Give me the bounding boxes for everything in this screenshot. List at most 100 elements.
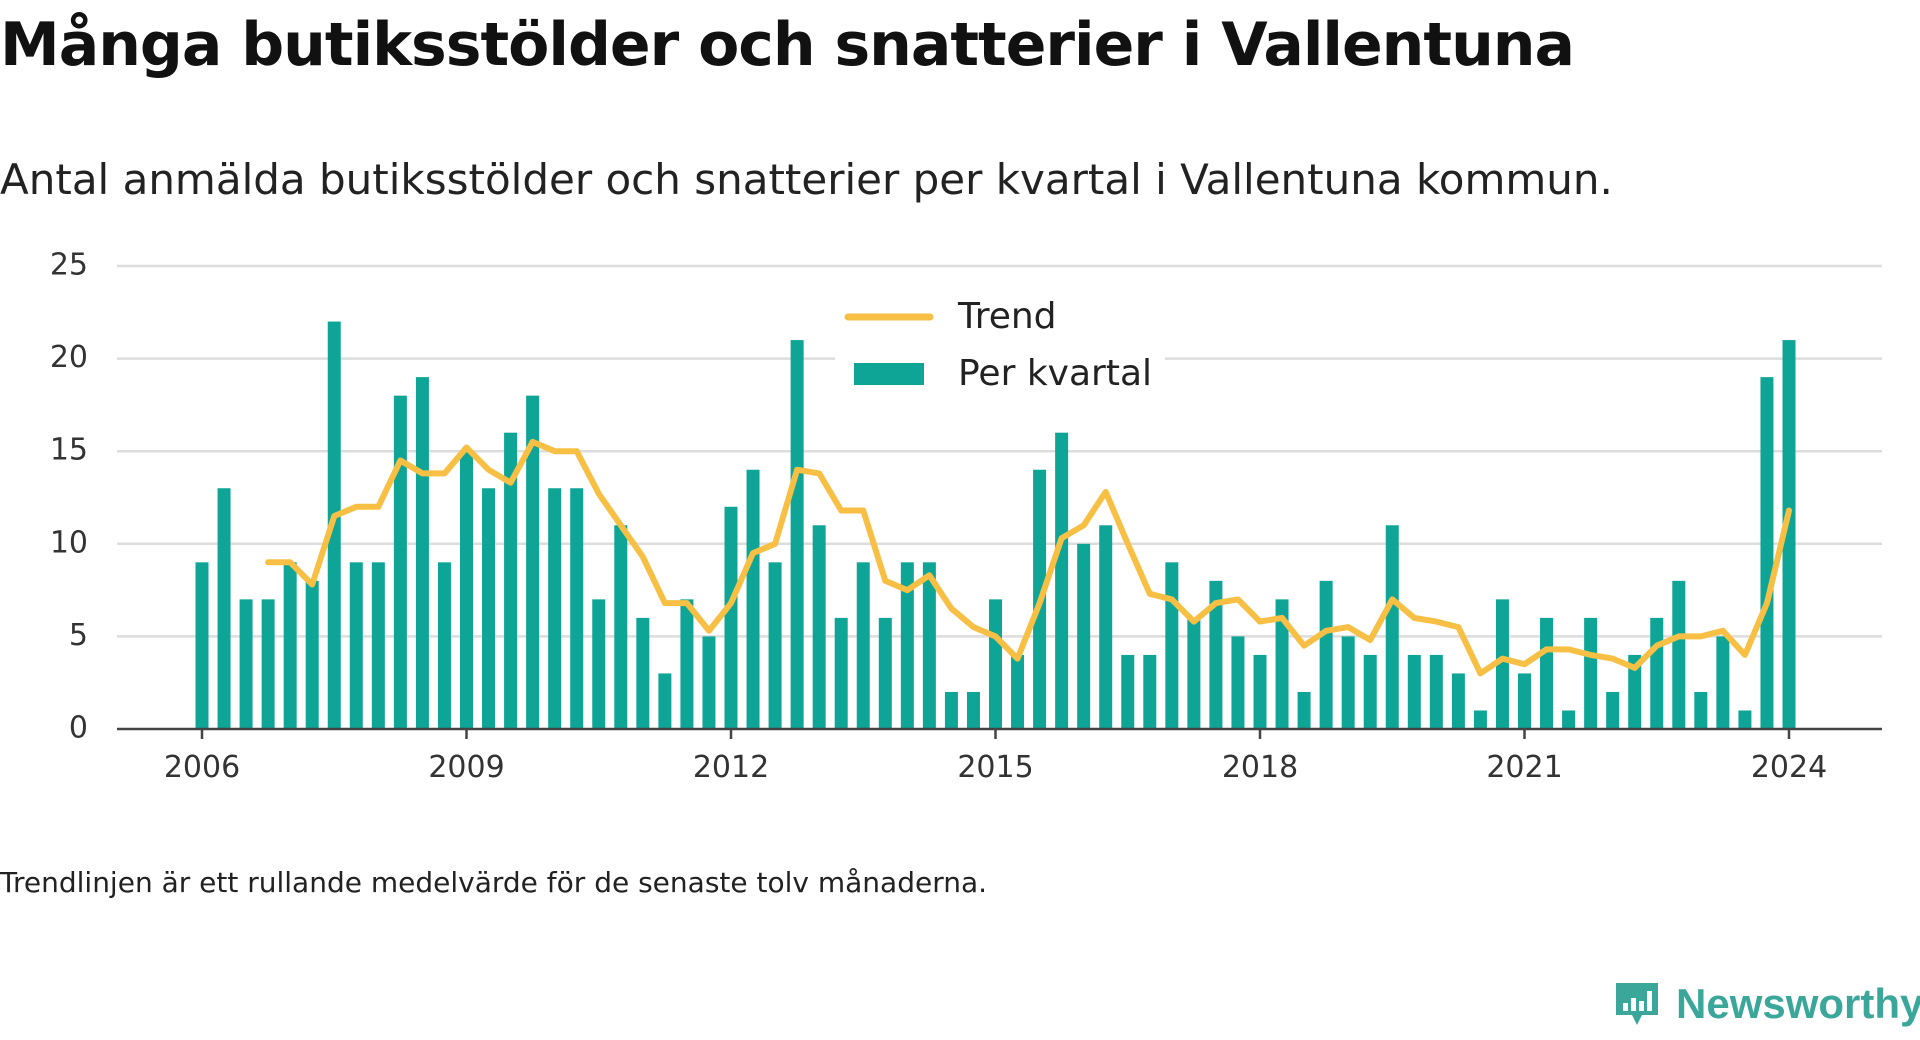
bar bbox=[261, 599, 275, 729]
bar bbox=[460, 451, 473, 729]
bar bbox=[878, 617, 892, 729]
bar bbox=[724, 506, 738, 729]
bar bbox=[1716, 636, 1730, 729]
y-tick-label: 10 bbox=[50, 525, 88, 560]
x-tick-label: 2006 bbox=[164, 750, 240, 785]
newsworthy-logo-icon bbox=[1616, 983, 1658, 1025]
bar bbox=[1319, 580, 1333, 729]
bar bbox=[1297, 691, 1311, 729]
bar bbox=[217, 488, 231, 729]
bar bbox=[1385, 525, 1399, 729]
bar bbox=[1782, 340, 1796, 729]
bar bbox=[1672, 580, 1686, 729]
bar bbox=[1099, 525, 1113, 729]
bar bbox=[526, 395, 540, 729]
bar bbox=[812, 525, 826, 729]
bar bbox=[482, 488, 496, 729]
brand-name: Newsworthy bbox=[1676, 980, 1920, 1027]
bar bbox=[1165, 562, 1179, 729]
legend-trend-label: Trend bbox=[957, 296, 1057, 337]
bar bbox=[1429, 654, 1443, 729]
bar bbox=[1209, 580, 1223, 729]
bar bbox=[371, 562, 385, 729]
bar bbox=[1584, 617, 1598, 729]
bar bbox=[305, 580, 319, 729]
bar bbox=[834, 617, 848, 729]
bar bbox=[1077, 543, 1091, 729]
y-tick-label: 0 bbox=[69, 711, 88, 746]
y-tick-label: 25 bbox=[50, 248, 88, 283]
bar bbox=[856, 562, 870, 729]
bar bbox=[746, 469, 760, 729]
bar bbox=[922, 562, 936, 729]
bar bbox=[415, 377, 429, 729]
bar bbox=[790, 340, 804, 729]
bar bbox=[944, 691, 958, 729]
bar bbox=[1055, 432, 1069, 729]
x-tick-label: 2012 bbox=[693, 750, 769, 785]
bar bbox=[1540, 617, 1554, 729]
bar bbox=[966, 691, 980, 729]
bar bbox=[768, 562, 782, 729]
bar bbox=[1275, 599, 1289, 729]
y-tick-label: 5 bbox=[69, 618, 88, 653]
bar bbox=[1738, 710, 1752, 729]
x-tick-label: 2009 bbox=[428, 750, 504, 785]
y-tick-label: 20 bbox=[50, 340, 88, 375]
bar bbox=[702, 636, 716, 729]
bar bbox=[1363, 654, 1377, 729]
trend-series bbox=[265, 438, 1792, 677]
y-tick-label: 15 bbox=[50, 433, 88, 468]
x-tick-label: 2015 bbox=[957, 750, 1033, 785]
bar bbox=[1495, 599, 1509, 729]
bar bbox=[989, 599, 1002, 729]
bar bbox=[1473, 710, 1487, 729]
bar bbox=[1253, 654, 1267, 729]
bar bbox=[636, 617, 650, 729]
bar bbox=[1451, 673, 1465, 729]
bar bbox=[900, 562, 914, 729]
bar bbox=[1628, 654, 1642, 729]
legend-bar-swatch bbox=[854, 363, 924, 385]
bar bbox=[283, 562, 297, 729]
bar bbox=[1650, 617, 1664, 729]
x-tick-label: 2021 bbox=[1486, 750, 1562, 785]
bar bbox=[1143, 654, 1157, 729]
chart-subtitle: Antal anmälda butiksstölder och snatteri… bbox=[0, 155, 1613, 204]
bar bbox=[195, 562, 209, 729]
bar bbox=[1518, 673, 1531, 729]
bar bbox=[1121, 654, 1135, 729]
bar bbox=[349, 562, 363, 729]
bar bbox=[393, 395, 407, 729]
bar bbox=[680, 599, 694, 729]
bar bbox=[548, 488, 562, 729]
legend-bar-label: Per kvartal bbox=[958, 353, 1152, 394]
bar bbox=[1011, 654, 1025, 729]
bar bbox=[437, 562, 451, 729]
bar bbox=[504, 432, 518, 729]
x-tick-label: 2018 bbox=[1222, 750, 1298, 785]
bar bbox=[1231, 636, 1245, 729]
bar bbox=[1606, 691, 1620, 729]
bar bbox=[1187, 617, 1201, 729]
bar bbox=[570, 488, 584, 729]
chart-title: Många butiksstölder och snatterier i Val… bbox=[0, 10, 1575, 80]
bar bbox=[614, 525, 628, 729]
bar bbox=[1694, 691, 1708, 729]
bar bbox=[1407, 654, 1421, 729]
bar bbox=[658, 673, 672, 729]
bar-series bbox=[195, 321, 1796, 729]
bar bbox=[1760, 377, 1774, 729]
trend-line bbox=[265, 438, 1792, 677]
y-axis-ticks: 0 5 10 15 20 25 bbox=[50, 248, 88, 746]
brand-logo: Newsworthy bbox=[1612, 980, 1920, 1028]
x-axis: 2006 2009 2012 2015 2018 2021 2024 bbox=[117, 727, 1882, 785]
x-tick-label: 2024 bbox=[1751, 750, 1827, 785]
legend: Trend Per kvartal bbox=[835, 285, 1165, 405]
footnote: Trendlinjen är ett rullande medelvärde f… bbox=[0, 866, 988, 899]
bar bbox=[592, 599, 606, 729]
bar bbox=[239, 599, 253, 729]
bar bbox=[1562, 710, 1576, 729]
bar bbox=[1341, 636, 1355, 729]
